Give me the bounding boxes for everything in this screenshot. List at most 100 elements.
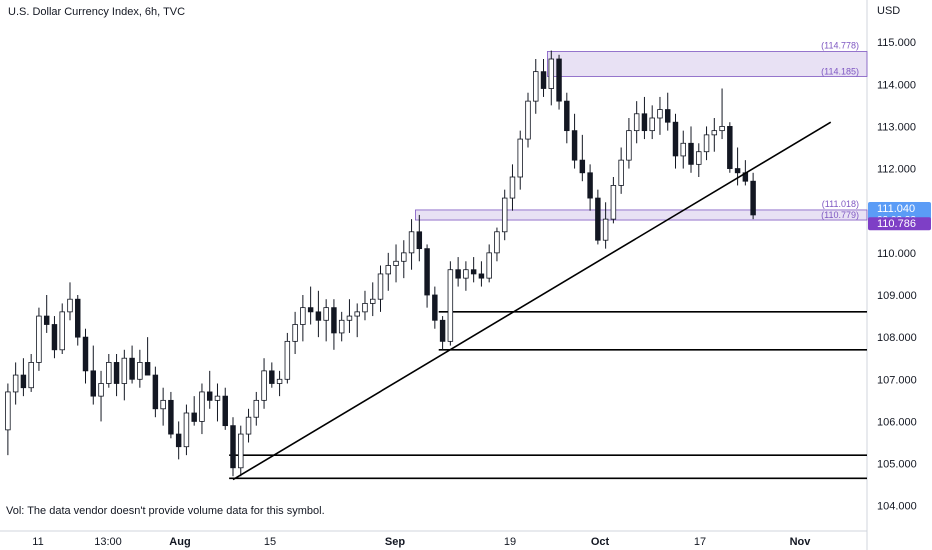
candle bbox=[501, 197, 508, 233]
candle bbox=[408, 231, 415, 254]
candle bbox=[664, 109, 671, 123]
candle bbox=[75, 298, 81, 338]
candle bbox=[214, 395, 221, 401]
candle bbox=[533, 71, 539, 102]
candle bbox=[750, 180, 756, 216]
candle bbox=[579, 159, 586, 174]
candle bbox=[602, 218, 609, 241]
candle bbox=[719, 126, 725, 132]
candle bbox=[641, 113, 648, 132]
candle bbox=[106, 362, 112, 384]
y-tick-label: 106.000 bbox=[877, 416, 917, 428]
candle bbox=[432, 294, 438, 321]
candle bbox=[292, 324, 298, 342]
candle bbox=[401, 252, 407, 262]
candle bbox=[688, 142, 694, 165]
candle bbox=[626, 130, 632, 161]
candle bbox=[672, 121, 679, 157]
y-tick-label: 110.000 bbox=[877, 248, 916, 260]
candle bbox=[90, 370, 97, 397]
candle bbox=[540, 71, 547, 89]
candle bbox=[199, 391, 205, 422]
zone-top-label: (114.778) bbox=[821, 40, 859, 50]
chart-title: U.S. Dollar Currency Index, 6h, TVC bbox=[8, 6, 186, 18]
y-tick-label: 115.000 bbox=[877, 37, 916, 49]
candle bbox=[370, 298, 376, 304]
y-tick-label: 112.000 bbox=[877, 164, 916, 176]
volume-note: Vol: The data vendor doesn't provide vol… bbox=[6, 505, 325, 517]
candle bbox=[300, 307, 306, 325]
candle bbox=[230, 425, 236, 469]
candle bbox=[354, 311, 360, 317]
candle bbox=[323, 307, 329, 321]
x-tick-label: Sep bbox=[385, 536, 405, 548]
candle bbox=[703, 134, 710, 153]
candle bbox=[571, 130, 578, 161]
candle bbox=[385, 265, 391, 275]
x-tick-label: 13:00 bbox=[94, 536, 122, 548]
price-tag-1 bbox=[868, 217, 931, 231]
candle bbox=[649, 117, 655, 132]
candle bbox=[657, 109, 663, 119]
y-tick-label: 108.000 bbox=[877, 332, 917, 344]
x-tick-label: Aug bbox=[169, 536, 190, 548]
candle bbox=[43, 315, 50, 325]
candle bbox=[276, 378, 283, 384]
candle bbox=[587, 172, 593, 199]
candle bbox=[439, 319, 446, 342]
candle bbox=[610, 185, 617, 220]
candle bbox=[362, 303, 368, 313]
trendline bbox=[232, 121, 832, 481]
candle bbox=[416, 231, 423, 250]
candle bbox=[727, 126, 733, 169]
candle bbox=[494, 231, 500, 254]
candle bbox=[261, 370, 267, 401]
candle bbox=[129, 357, 135, 380]
candle bbox=[447, 269, 454, 342]
candle bbox=[222, 395, 228, 427]
candle bbox=[486, 252, 492, 279]
candle bbox=[595, 197, 601, 241]
y-tick-label: 105.000 bbox=[877, 459, 917, 471]
candle bbox=[338, 319, 345, 334]
x-tick-label: Nov bbox=[790, 536, 812, 548]
candle bbox=[556, 58, 562, 102]
zone-top-label: (111.018) bbox=[822, 199, 859, 209]
zone-bottom-label: (110.779) bbox=[821, 210, 859, 220]
x-tick-label: 15 bbox=[264, 536, 276, 548]
candle bbox=[284, 340, 291, 380]
zone-0 bbox=[547, 51, 868, 77]
candle bbox=[680, 142, 686, 157]
candle bbox=[206, 391, 213, 401]
candle bbox=[253, 399, 260, 418]
candle bbox=[509, 176, 516, 199]
candle bbox=[696, 151, 702, 165]
candle bbox=[175, 433, 182, 448]
candle bbox=[711, 130, 718, 136]
candle bbox=[82, 336, 89, 372]
candle bbox=[245, 416, 252, 435]
y-tick-label: 114.000 bbox=[877, 79, 916, 91]
y-tick-label: 104.000 bbox=[877, 501, 917, 513]
candle bbox=[618, 159, 624, 186]
candle bbox=[564, 100, 570, 132]
candle bbox=[28, 362, 34, 389]
candle bbox=[315, 311, 322, 321]
candle bbox=[152, 374, 159, 410]
y-tick-label: 107.000 bbox=[877, 374, 917, 386]
candle bbox=[470, 269, 477, 275]
candle bbox=[98, 383, 104, 397]
candle bbox=[393, 260, 399, 266]
zone-bottom-label: (114.185) bbox=[821, 66, 859, 76]
candle bbox=[36, 315, 42, 363]
candle bbox=[183, 412, 190, 448]
candle bbox=[463, 269, 469, 279]
candle bbox=[548, 58, 555, 89]
x-tick-label: 17 bbox=[694, 536, 706, 548]
candle bbox=[307, 307, 314, 313]
candle bbox=[5, 391, 11, 431]
candle bbox=[12, 374, 19, 393]
candle bbox=[331, 307, 337, 334]
